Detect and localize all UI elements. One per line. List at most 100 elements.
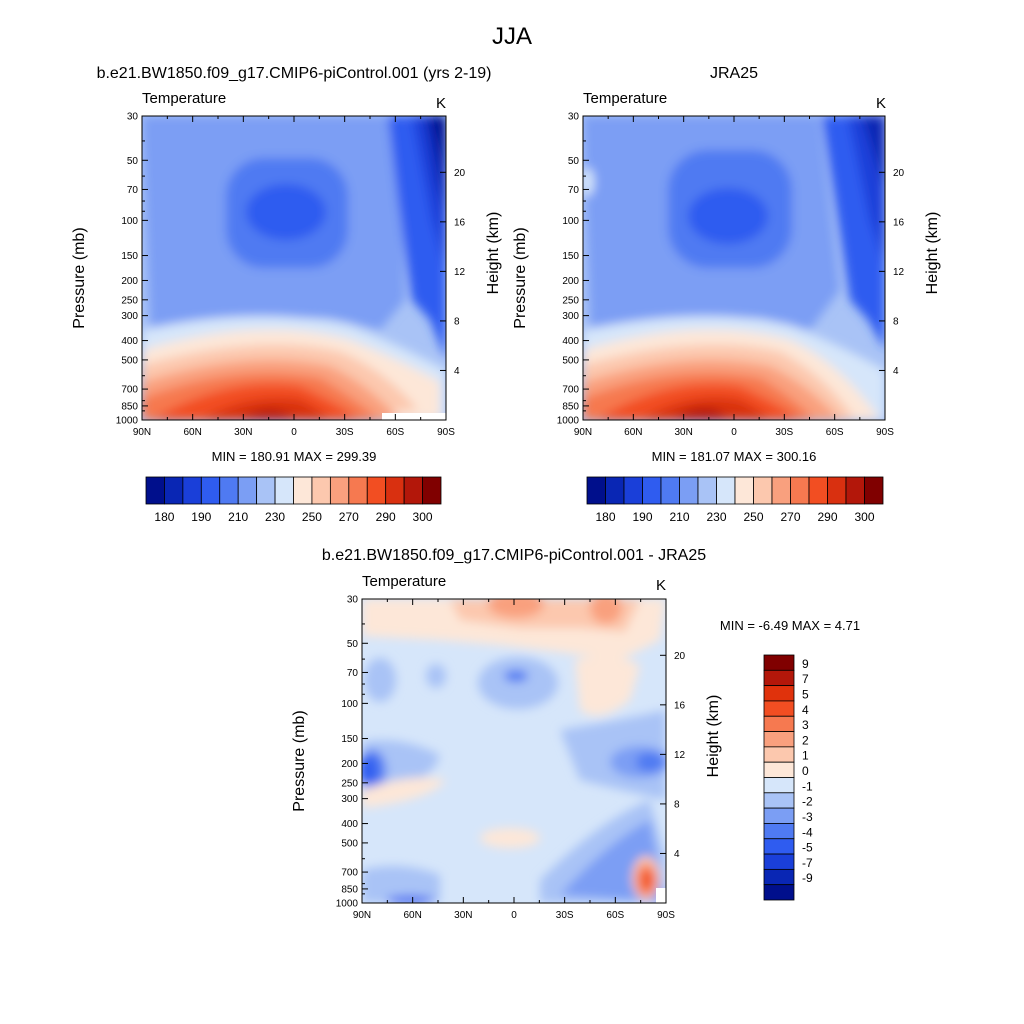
y-tick-label: 400 bbox=[562, 336, 579, 347]
x-tick-label: 60N bbox=[403, 910, 421, 921]
y-axis-title: Pressure (mb) bbox=[291, 710, 308, 811]
x-tick-label: 90S bbox=[437, 427, 455, 438]
x-tick-label: 30N bbox=[674, 427, 692, 438]
colorbar-label: -1 bbox=[802, 779, 813, 793]
panel-model: b.e21.BW1850.f09_g17.CMIP6-piControl.001… bbox=[71, 65, 502, 524]
colorbar-label: 1 bbox=[802, 749, 809, 763]
colorbar-swatch bbox=[385, 476, 405, 505]
contour-field-diff bbox=[362, 599, 666, 903]
colorbar-label: 290 bbox=[376, 510, 396, 524]
y-tick-label: 250 bbox=[341, 778, 358, 789]
colorbar-label: 7 bbox=[802, 672, 809, 686]
colorbar-label: -7 bbox=[802, 856, 813, 870]
y2-tick-label: 8 bbox=[454, 316, 460, 327]
colorbar-swatch bbox=[763, 715, 795, 732]
colorbar-label: 250 bbox=[302, 510, 322, 524]
colorbar-label: 300 bbox=[854, 510, 874, 524]
colorbar-swatch bbox=[763, 807, 795, 824]
colorbar-swatch bbox=[827, 476, 847, 505]
x-tick-label: 30S bbox=[336, 427, 354, 438]
y-tick-label: 850 bbox=[121, 401, 138, 412]
colorbar-swatch bbox=[642, 476, 662, 505]
y-tick-label: 50 bbox=[347, 639, 359, 650]
x-tick-label: 60N bbox=[624, 427, 642, 438]
colorbar-swatch bbox=[219, 476, 239, 505]
y-tick-label: 1000 bbox=[336, 899, 359, 910]
panel-diff-left-label: Temperature bbox=[362, 573, 446, 590]
y2-tick-label: 4 bbox=[674, 849, 680, 860]
panel-diff-title: b.e21.BW1850.f09_g17.CMIP6-piControl.001… bbox=[322, 547, 706, 564]
colorbar-swatch bbox=[763, 823, 795, 840]
panel-diff-stats: MIN = -6.49 MAX = 4.71 bbox=[720, 618, 860, 633]
y-tick-label: 300 bbox=[562, 311, 579, 322]
y-tick-label: 850 bbox=[341, 884, 358, 895]
y2-tick-label: 16 bbox=[674, 700, 686, 711]
x-tick-label: 60S bbox=[606, 910, 624, 921]
colorbar-swatch bbox=[771, 476, 791, 505]
colorbar-swatch bbox=[403, 476, 423, 505]
panel-obs-stats: MIN = 181.07 MAX = 300.16 bbox=[652, 449, 817, 464]
x-tick-label: 60S bbox=[386, 427, 404, 438]
colorbar-label: 250 bbox=[743, 510, 763, 524]
y2-tick-label: 20 bbox=[454, 168, 466, 179]
y-tick-label: 150 bbox=[121, 251, 138, 262]
x-tick-label: 90N bbox=[574, 427, 592, 438]
y2-tick-label: 16 bbox=[454, 217, 466, 228]
y-tick-label: 30 bbox=[568, 112, 580, 123]
colorbar-label: 230 bbox=[265, 510, 285, 524]
y-tick-label: 70 bbox=[347, 668, 359, 679]
x-tick-label: 60N bbox=[183, 427, 201, 438]
colorbar-obs: 180 190 210 230 250 270 290 300 bbox=[586, 476, 884, 524]
colorbar-swatch bbox=[753, 476, 773, 505]
y-tick-label: 700 bbox=[121, 385, 138, 396]
contour-field-obs bbox=[583, 116, 885, 420]
panel-diff: b.e21.BW1850.f09_g17.CMIP6-piControl.001… bbox=[291, 547, 860, 921]
y-axis-title: Pressure (mb) bbox=[71, 227, 88, 328]
colorbar-label: -5 bbox=[802, 841, 813, 855]
colorbar-swatch bbox=[716, 476, 736, 505]
axes-obs: 3050701001502002503004005007008501000481… bbox=[512, 112, 941, 439]
panel-model-left-label: Temperature bbox=[142, 90, 226, 107]
colorbar-label: -4 bbox=[802, 825, 813, 839]
colorbar-label: 5 bbox=[802, 687, 809, 701]
y-tick-label: 100 bbox=[121, 216, 138, 227]
colorbar-swatch bbox=[145, 476, 165, 505]
panel-obs: JRA25 Temperature K bbox=[512, 65, 941, 524]
x-tick-label: 90N bbox=[353, 910, 371, 921]
colorbar-swatch bbox=[311, 476, 331, 505]
y-axis-title: Pressure (mb) bbox=[512, 227, 529, 328]
colorbar-label: -2 bbox=[802, 795, 813, 809]
colorbar-swatch bbox=[763, 853, 795, 870]
colorbar-label: 210 bbox=[669, 510, 689, 524]
x-tick-label: 90S bbox=[876, 427, 894, 438]
colorbar-swatch bbox=[348, 476, 368, 505]
y-tick-label: 50 bbox=[568, 156, 580, 167]
y-tick-label: 1000 bbox=[116, 416, 139, 427]
colorbar-swatch bbox=[586, 476, 606, 505]
colorbar-label: -9 bbox=[802, 871, 813, 885]
x-tick-label: 30N bbox=[234, 427, 252, 438]
colorbar-label: 190 bbox=[632, 510, 652, 524]
x-tick-label: 30S bbox=[556, 910, 574, 921]
y-tick-label: 250 bbox=[562, 295, 579, 306]
colorbar-label: 230 bbox=[706, 510, 726, 524]
colorbar-label: 290 bbox=[817, 510, 837, 524]
colorbar-swatch bbox=[734, 476, 754, 505]
colorbar-swatch bbox=[679, 476, 699, 505]
x-tick-label: 0 bbox=[731, 427, 737, 438]
y-tick-label: 200 bbox=[121, 276, 138, 287]
colorbar-swatch bbox=[293, 476, 313, 505]
y-tick-label: 700 bbox=[562, 385, 579, 396]
panel-model-stats: MIN = 180.91 MAX = 299.39 bbox=[212, 449, 377, 464]
colorbar-swatch bbox=[864, 476, 884, 505]
y2-tick-label: 4 bbox=[454, 366, 460, 377]
y2-axis-title: Height (km) bbox=[705, 695, 722, 778]
y-tick-label: 850 bbox=[562, 401, 579, 412]
colorbar-label: -3 bbox=[802, 810, 813, 824]
colorbar-swatch bbox=[697, 476, 717, 505]
panel-obs-left-label: Temperature bbox=[583, 90, 667, 107]
colorbar-label: 270 bbox=[780, 510, 800, 524]
y2-axis-title: Height (km) bbox=[485, 212, 502, 295]
colorbar-swatch bbox=[200, 476, 221, 505]
y-tick-label: 250 bbox=[121, 295, 138, 306]
